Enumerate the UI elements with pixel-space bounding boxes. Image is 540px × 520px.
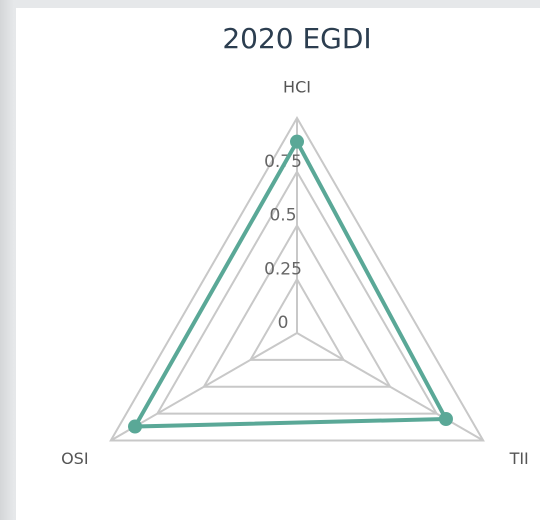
y-tick-label: 0: [278, 313, 289, 333]
grid-ring: [155, 169, 439, 415]
spoke: [110, 332, 298, 442]
axis-label: HCI: [283, 78, 311, 97]
panel: [16, 8, 540, 520]
data-point: [438, 412, 453, 426]
chart-title: 2020 EGDI: [222, 22, 371, 55]
y-tick-label: 0.75: [264, 152, 302, 172]
grid-ring: [202, 223, 392, 388]
y-tick-label: 0.5: [269, 206, 296, 226]
data-line: [131, 137, 450, 429]
axis-label: OSI: [61, 449, 88, 468]
y-tick-label: 0.25: [264, 259, 302, 279]
axis-label: TII: [509, 449, 529, 468]
grid-ring: [109, 116, 485, 442]
data-point: [290, 134, 304, 149]
data-point: [128, 419, 143, 434]
spoke: [296, 332, 484, 442]
grid-ring: [248, 277, 346, 361]
